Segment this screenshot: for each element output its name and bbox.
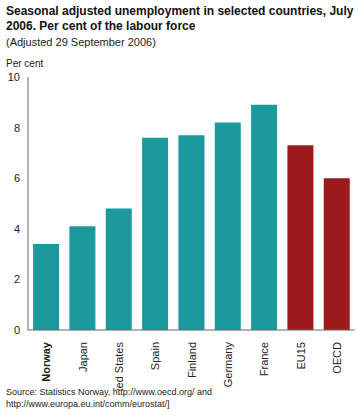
html-text:Per cent: Per cent [6, 58, 44, 69]
svg-text:EU15: EU15 [295, 342, 307, 370]
svg-text:8: 8 [14, 122, 20, 134]
svg-text:2: 2 [14, 273, 20, 285]
svg-text:4: 4 [14, 223, 20, 235]
html-text:Seasonal adjusted unemployment: Seasonal adjusted unemployment in select… [6, 4, 354, 33]
svg-text:10: 10 [8, 71, 20, 83]
svg-text:Spain: Spain [149, 342, 161, 370]
svg-text:Japan: Japan [77, 342, 89, 372]
svg-text:Norway: Norway [40, 341, 52, 382]
html-text:(Adjusted 29 September 2006): (Adjusted 29 September 2006) [6, 36, 156, 48]
svg-text:OECD: OECD [331, 342, 343, 374]
svg-text:6: 6 [14, 172, 20, 184]
svg-text:Finland: Finland [186, 342, 198, 378]
svg-text:Germany: Germany [222, 342, 234, 388]
svg-text:France: France [258, 342, 270, 376]
svg-text:0: 0 [14, 324, 20, 336]
html-text:Source: Statistics Norway, htt: Source: Statistics Norway, http://www.oe… [6, 387, 212, 409]
svg-text:United States: United States [113, 342, 125, 390]
